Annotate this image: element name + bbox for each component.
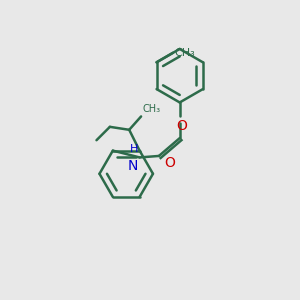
Text: O: O — [176, 119, 187, 134]
Text: N: N — [128, 159, 138, 173]
Text: CH₃: CH₃ — [174, 48, 195, 58]
Text: H: H — [130, 145, 138, 154]
Text: CH₃: CH₃ — [142, 104, 161, 114]
Text: O: O — [164, 156, 175, 170]
